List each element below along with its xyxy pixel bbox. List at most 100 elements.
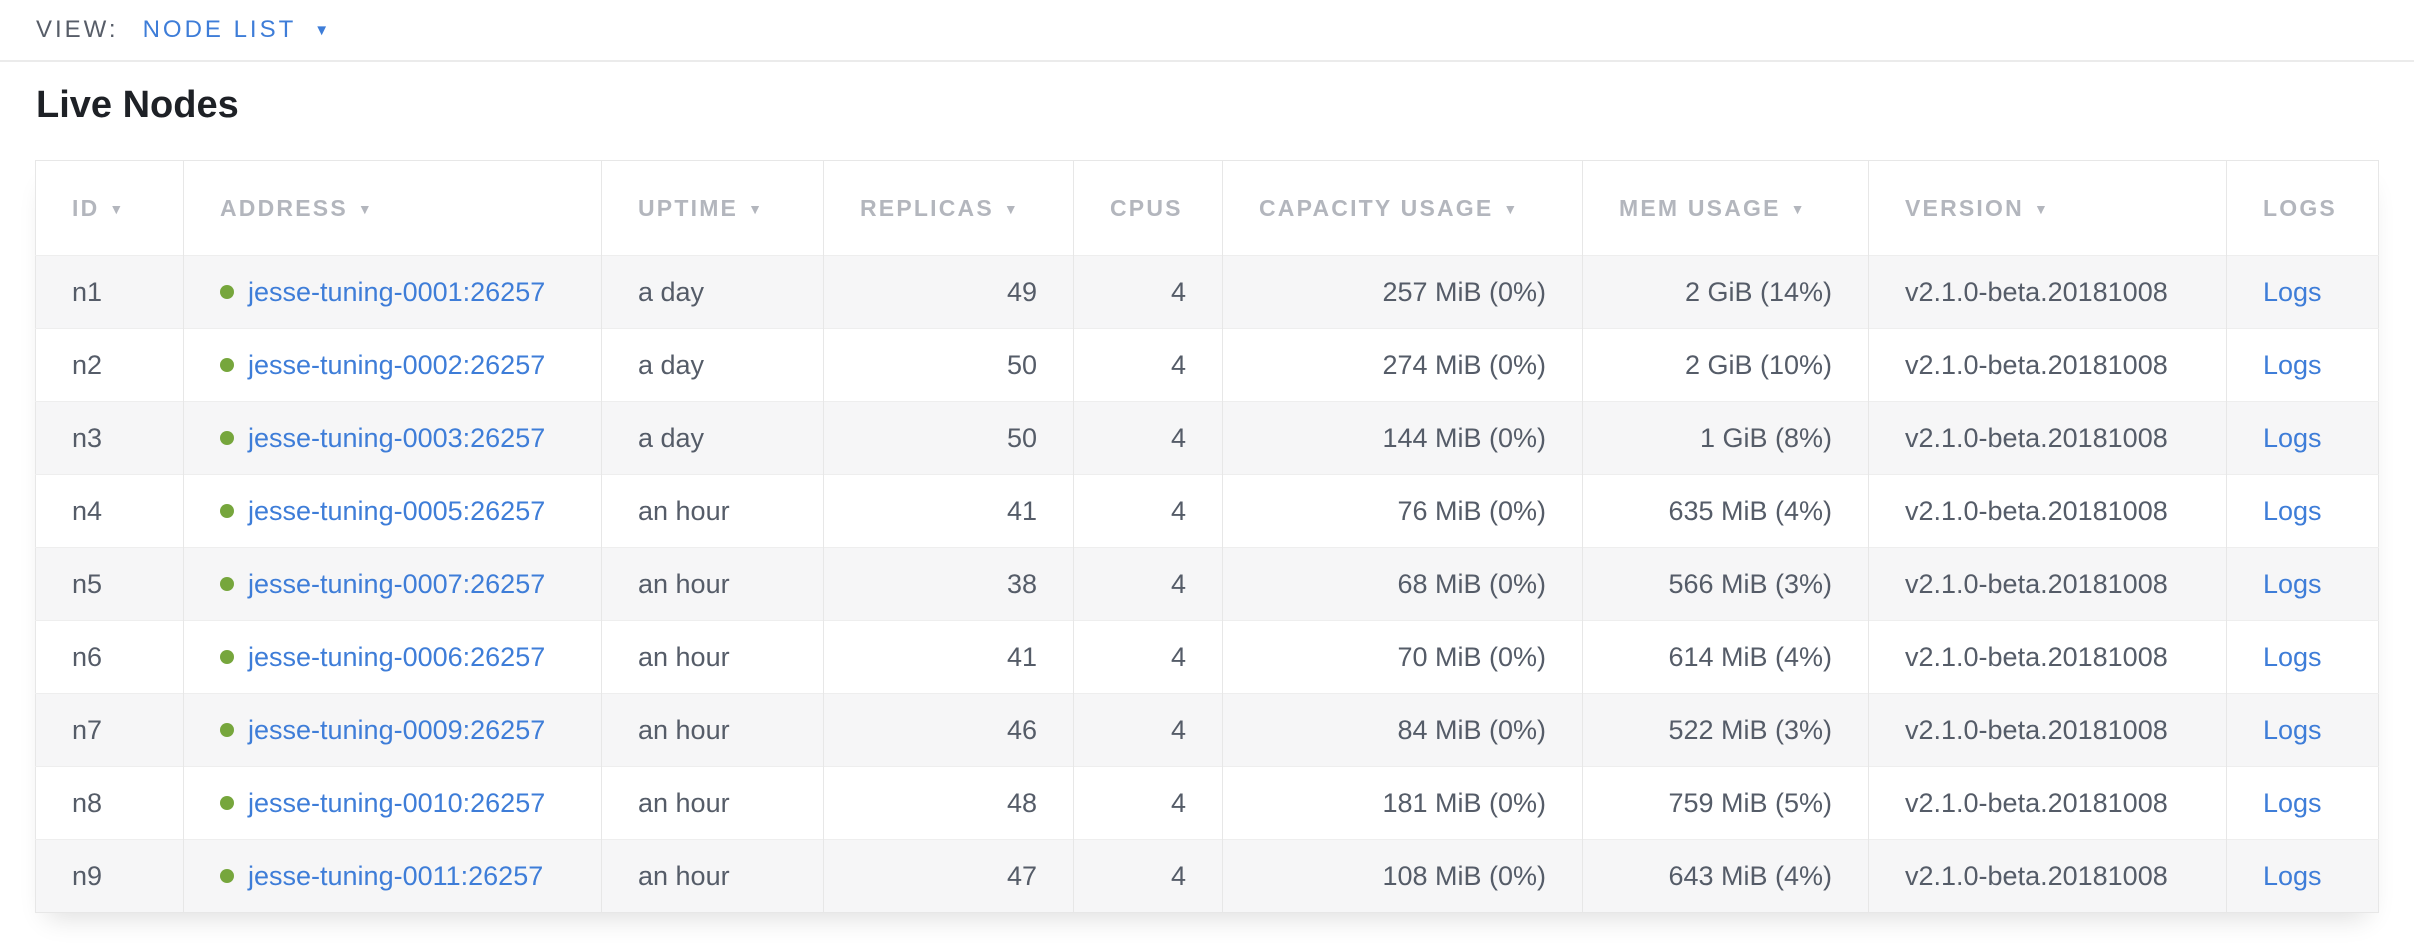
node-version-cell: v2.1.0-beta.20181008 <box>1869 694 2227 767</box>
node-cpus-cell: 4 <box>1074 767 1223 840</box>
node-logs-link[interactable]: Logs <box>2263 642 2322 672</box>
sort-desc-arrow-icon: ▼ <box>109 201 125 217</box>
node-id: n6 <box>72 642 102 672</box>
sort-desc-arrow-icon: ▼ <box>2034 201 2050 217</box>
column-header-id[interactable]: ID ▼ <box>36 161 184 256</box>
node-capacity-usage-cell: 108 MiB (0%) <box>1223 840 1583 913</box>
node-cpus: 4 <box>1171 423 1186 453</box>
node-address-link[interactable]: jesse-tuning-0005:26257 <box>248 496 545 526</box>
node-address-cell: jesse-tuning-0009:26257 <box>184 694 602 767</box>
live-nodes-table-container: ID▼ADDRESS▼UPTIME▼REPLICAS▼CPUSCAPACITY … <box>35 160 2379 913</box>
node-logs-link[interactable]: Logs <box>2263 423 2322 453</box>
node-uptime: an hour <box>638 642 730 672</box>
node-version: v2.1.0-beta.20181008 <box>1905 423 2168 453</box>
node-logs-link[interactable]: Logs <box>2263 350 2322 380</box>
live-status-dot-icon <box>220 358 234 372</box>
node-replicas-cell: 41 <box>824 475 1074 548</box>
column-header-label: ID <box>72 195 99 221</box>
node-cpus: 4 <box>1171 642 1186 672</box>
node-cpus: 4 <box>1171 277 1186 307</box>
node-cpus: 4 <box>1171 569 1186 599</box>
node-uptime-cell: a day <box>602 256 824 329</box>
column-header-address[interactable]: ADDRESS▼ <box>184 161 602 256</box>
node-address-link[interactable]: jesse-tuning-0006:26257 <box>248 642 545 672</box>
node-replicas-cell: 41 <box>824 621 1074 694</box>
view-selected-value: NODE LIST <box>143 16 297 44</box>
node-mem-usage: 643 MiB (4%) <box>1668 861 1832 891</box>
node-logs-cell: Logs <box>2227 694 2379 767</box>
node-capacity-usage-cell: 181 MiB (0%) <box>1223 767 1583 840</box>
sort-desc-arrow-icon: ▼ <box>748 201 764 217</box>
view-label: VIEW: <box>36 16 119 44</box>
node-cpus-cell: 4 <box>1074 840 1223 913</box>
live-status-dot-icon <box>220 504 234 518</box>
view-bar: VIEW: NODE LIST ▼ <box>0 0 2414 62</box>
node-capacity-usage-cell: 68 MiB (0%) <box>1223 548 1583 621</box>
live-status-dot-icon <box>220 577 234 591</box>
node-logs-cell: Logs <box>2227 475 2379 548</box>
node-address-link[interactable]: jesse-tuning-0010:26257 <box>248 788 545 818</box>
node-uptime-cell: a day <box>602 329 824 402</box>
node-logs-link[interactable]: Logs <box>2263 496 2322 526</box>
column-header-version[interactable]: VERSION▼ <box>1869 161 2227 256</box>
node-uptime: a day <box>638 423 704 453</box>
node-row: n6 jesse-tuning-0006:26257 an hour 41 4 70 Mi… <box>36 621 2379 694</box>
node-address-link[interactable]: jesse-tuning-0001:26257 <box>248 277 545 307</box>
node-uptime-cell: a day <box>602 402 824 475</box>
node-logs-link[interactable]: Logs <box>2263 277 2322 307</box>
column-header-uptime[interactable]: UPTIME▼ <box>602 161 824 256</box>
node-id: n4 <box>72 496 102 526</box>
node-cpus: 4 <box>1171 350 1186 380</box>
node-logs-cell: Logs <box>2227 548 2379 621</box>
node-address-cell: jesse-tuning-0011:26257 <box>184 840 602 913</box>
node-address-link[interactable]: jesse-tuning-0007:26257 <box>248 569 545 599</box>
node-capacity-usage-cell: 144 MiB (0%) <box>1223 402 1583 475</box>
node-address-cell: jesse-tuning-0002:26257 <box>184 329 602 402</box>
live-status-dot-icon <box>220 796 234 810</box>
node-capacity-usage: 108 MiB (0%) <box>1382 861 1546 891</box>
node-address-link[interactable]: jesse-tuning-0003:26257 <box>248 423 545 453</box>
node-version: v2.1.0-beta.20181008 <box>1905 715 2168 745</box>
node-version-cell: v2.1.0-beta.20181008 <box>1869 621 2227 694</box>
node-address-cell: jesse-tuning-0003:26257 <box>184 402 602 475</box>
node-mem-usage: 2 GiB (10%) <box>1685 350 1832 380</box>
node-address-cell: jesse-tuning-0010:26257 <box>184 767 602 840</box>
node-replicas-cell: 47 <box>824 840 1074 913</box>
node-logs-link[interactable]: Logs <box>2263 861 2322 891</box>
node-id: n1 <box>72 277 102 307</box>
node-capacity-usage-cell: 70 MiB (0%) <box>1223 621 1583 694</box>
node-capacity-usage: 70 MiB (0%) <box>1397 642 1546 672</box>
node-replicas-cell: 48 <box>824 767 1074 840</box>
node-replicas: 47 <box>1007 861 1037 891</box>
column-header-replicas[interactable]: REPLICAS▼ <box>824 161 1074 256</box>
node-mem-usage-cell: 522 MiB (3%) <box>1583 694 1869 767</box>
node-id: n7 <box>72 715 102 745</box>
node-address-link[interactable]: jesse-tuning-0002:26257 <box>248 350 545 380</box>
node-row: n4jesse-tuning-0005:26257an hour41476 Mi… <box>36 475 2379 548</box>
node-address-cell: jesse-tuning-0007:26257 <box>184 548 602 621</box>
node-address-link[interactable]: jesse-tuning-0011:26257 <box>248 861 543 891</box>
node-id-cell: n5 <box>36 548 184 621</box>
node-capacity-usage: 76 MiB (0%) <box>1397 496 1546 526</box>
node-version-cell: v2.1.0-beta.20181008 <box>1869 475 2227 548</box>
node-capacity-usage: 181 MiB (0%) <box>1382 788 1546 818</box>
node-cpus: 4 <box>1171 861 1186 891</box>
sort-desc-arrow-icon: ▼ <box>358 201 374 217</box>
node-id-cell: n4 <box>36 475 184 548</box>
node-version: v2.1.0-beta.20181008 <box>1905 350 2168 380</box>
node-replicas: 41 <box>1007 642 1037 672</box>
node-logs-link[interactable]: Logs <box>2263 569 2322 599</box>
node-logs-link[interactable]: Logs <box>2263 788 2322 818</box>
node-replicas-cell: 50 <box>824 402 1074 475</box>
node-logs-link[interactable]: Logs <box>2263 715 2322 745</box>
node-id-cell: n6 <box>36 621 184 694</box>
view-selector-dropdown[interactable]: NODE LIST ▼ <box>143 16 333 44</box>
node-address-cell: jesse-tuning-0001:26257 <box>184 256 602 329</box>
live-nodes-table: ID▼ADDRESS▼UPTIME▼REPLICAS▼CPUSCAPACITY … <box>35 160 2379 913</box>
live-status-dot-icon <box>220 431 234 445</box>
column-header-mem-usage[interactable]: MEM USAGE▼ <box>1583 161 1869 256</box>
column-header-label: CPUS <box>1110 195 1183 221</box>
node-address-link[interactable]: jesse-tuning-0009:26257 <box>248 715 545 745</box>
node-row: n9jesse-tuning-0011:26257an hour474108 M… <box>36 840 2379 913</box>
column-header-capacity-usage[interactable]: CAPACITY USAGE▼ <box>1223 161 1583 256</box>
